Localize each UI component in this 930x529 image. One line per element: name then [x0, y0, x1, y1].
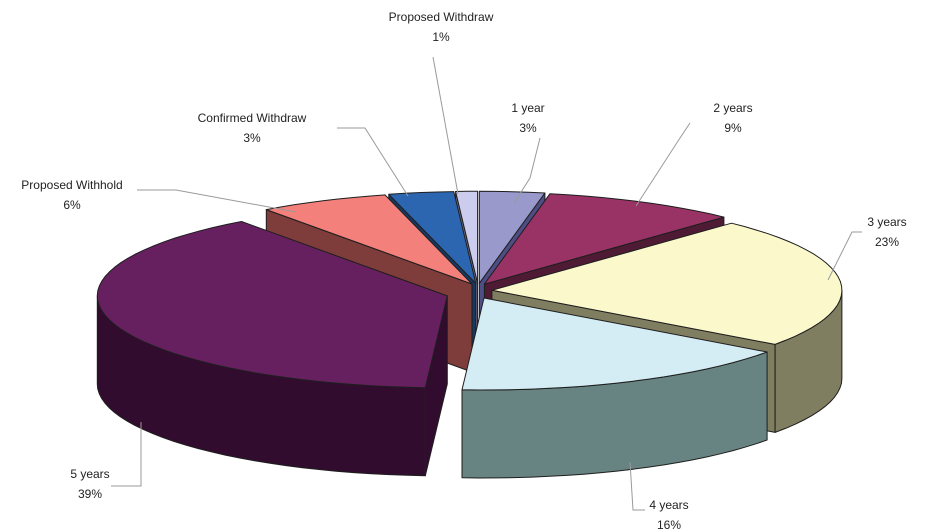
leader-line-proposed-withdraw — [432, 56, 459, 195]
slice-label: Confirmed Withdraw — [198, 111, 307, 125]
slice-percent: 39% — [78, 487, 102, 501]
slice-percent: 9% — [724, 121, 742, 135]
slice-percent: 6% — [63, 198, 81, 212]
slice-percent: 16% — [657, 518, 681, 529]
slice-label: Proposed Withdraw — [389, 10, 494, 24]
slice-label: 5 years — [70, 467, 109, 481]
leader-line-2-years — [635, 122, 691, 207]
label-proposed-withdraw: Proposed Withdraw 1% — [389, 10, 494, 195]
label-2-years: 2 years 9% — [635, 101, 753, 207]
label-3-years: 3 years 23% — [827, 215, 907, 281]
pie-slice-confirmed-withdraw — [388, 191, 477, 284]
pie-slice-3-years — [491, 222, 843, 345]
pie-labels: 1 year 3% 2 years 9% 3 years 23% 4 years 16% 5 y… — [21, 10, 906, 529]
pie-slice-proposed-withdraw — [455, 190, 479, 284]
leader-line-1-year — [513, 137, 541, 204]
pie-slices — [96, 190, 843, 479]
slice-percent: 3% — [243, 131, 261, 145]
pie-slice-1-year — [478, 190, 546, 284]
leader-line-proposed-withhold — [137, 189, 297, 213]
slice-percent: 23% — [875, 235, 899, 249]
label-1-year: 1 year 3% — [511, 101, 545, 204]
slice-percent: 1% — [432, 30, 450, 44]
slice-label: 4 years — [649, 498, 688, 512]
pie-slice-2-years — [483, 193, 725, 285]
pie-slice-4-years — [461, 297, 768, 391]
slice-label: 3 years — [867, 215, 906, 229]
leader-line-4-years — [629, 461, 645, 511]
pie-slice-5-years — [96, 221, 448, 389]
leader-line-confirmed-withdraw — [337, 127, 409, 197]
leader-line-3-years — [827, 231, 862, 281]
leader-line-5-years — [111, 422, 142, 487]
slice-percent: 3% — [519, 121, 537, 135]
label-4-years: 4 years 16% — [629, 461, 689, 529]
label-proposed-withhold: Proposed Withhold 6% — [21, 178, 297, 213]
slice-label: 1 year — [511, 101, 544, 115]
slice-label: 2 years — [713, 101, 752, 115]
label-confirmed-withdraw: Confirmed Withdraw 3% — [198, 111, 409, 197]
slice-label: Proposed Withhold — [21, 178, 122, 192]
label-5-years: 5 years 39% — [70, 422, 142, 501]
